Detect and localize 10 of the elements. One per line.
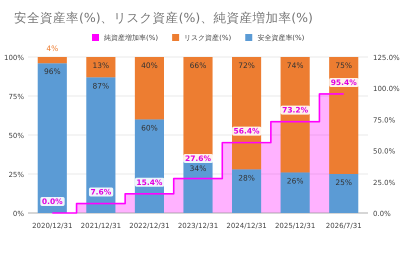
bar xyxy=(329,174,358,213)
bar xyxy=(38,63,67,213)
bar xyxy=(280,172,310,213)
bar xyxy=(329,57,358,174)
chart-title: 安全資産率(%)、リスク資産(%)、純資産増加率(%) xyxy=(14,10,313,25)
bar xyxy=(86,77,116,213)
bar xyxy=(86,57,116,78)
bar xyxy=(232,169,262,213)
bar xyxy=(134,57,164,120)
bar xyxy=(38,57,67,64)
